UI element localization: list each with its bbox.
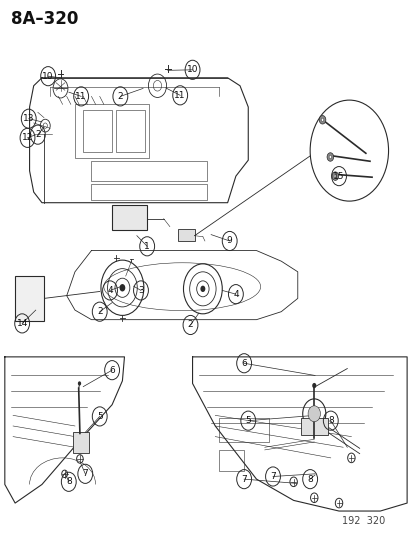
Text: 11: 11 bbox=[75, 92, 87, 101]
Circle shape bbox=[119, 284, 125, 292]
Text: 8A–320: 8A–320 bbox=[11, 10, 78, 28]
Circle shape bbox=[331, 172, 338, 180]
Text: 10: 10 bbox=[186, 66, 198, 74]
Text: 7: 7 bbox=[241, 475, 247, 483]
Text: 13: 13 bbox=[23, 114, 34, 123]
Text: 7: 7 bbox=[270, 472, 275, 481]
Text: 9: 9 bbox=[226, 237, 232, 246]
Text: 8: 8 bbox=[327, 416, 333, 425]
Text: 2: 2 bbox=[117, 92, 123, 101]
Circle shape bbox=[326, 153, 333, 161]
Text: 15: 15 bbox=[332, 172, 344, 181]
FancyBboxPatch shape bbox=[178, 229, 194, 241]
Circle shape bbox=[307, 406, 320, 422]
Circle shape bbox=[318, 116, 325, 124]
Text: 2: 2 bbox=[187, 320, 193, 329]
FancyBboxPatch shape bbox=[73, 432, 88, 453]
Text: 192  320: 192 320 bbox=[341, 516, 385, 526]
Text: 4: 4 bbox=[233, 289, 238, 298]
Circle shape bbox=[333, 174, 336, 177]
Text: 6: 6 bbox=[109, 366, 115, 375]
Text: 8: 8 bbox=[66, 478, 71, 486]
Text: 5: 5 bbox=[245, 416, 251, 425]
Text: 6: 6 bbox=[241, 359, 247, 368]
Circle shape bbox=[78, 381, 81, 385]
Circle shape bbox=[320, 118, 323, 122]
Circle shape bbox=[328, 156, 331, 159]
FancyBboxPatch shape bbox=[15, 276, 44, 321]
Text: 11: 11 bbox=[174, 91, 185, 100]
Text: 7: 7 bbox=[82, 470, 88, 478]
Text: 8: 8 bbox=[306, 475, 312, 483]
Text: 10: 10 bbox=[42, 71, 54, 80]
Text: 14: 14 bbox=[17, 319, 28, 328]
Text: 5: 5 bbox=[97, 412, 102, 421]
Text: 2: 2 bbox=[97, 307, 102, 316]
FancyBboxPatch shape bbox=[300, 418, 327, 435]
Circle shape bbox=[200, 286, 205, 292]
FancyBboxPatch shape bbox=[112, 205, 147, 230]
Text: 4: 4 bbox=[107, 286, 113, 295]
Text: 3: 3 bbox=[138, 286, 143, 295]
Text: 1: 1 bbox=[144, 242, 150, 251]
Text: 2: 2 bbox=[35, 130, 40, 139]
Text: 12: 12 bbox=[22, 133, 33, 142]
Circle shape bbox=[311, 383, 316, 388]
